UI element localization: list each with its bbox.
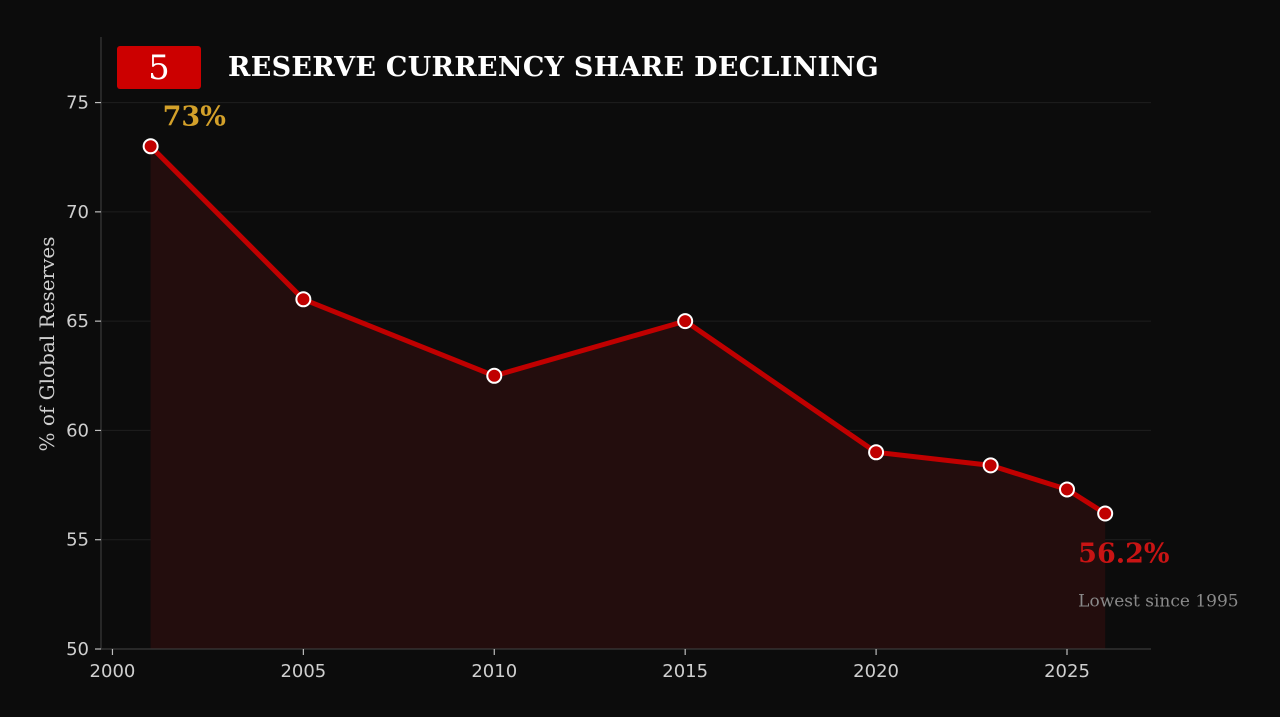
data-point-2010 (486, 367, 503, 384)
y-ticks: 50 55 60 65 70 75 (66, 93, 101, 660)
x-tick-label-2020: 2020 (853, 661, 899, 682)
y-axis-label: % of Global Reserves (35, 236, 59, 451)
x-tick-label-2025: 2025 (1044, 661, 1090, 682)
series-line (148, 143, 1108, 516)
data-point-2001 (142, 138, 159, 155)
chart-title: RESERVE CURRENCY SHARE DECLINING (228, 52, 879, 83)
x-tick-label-2015: 2015 (662, 661, 708, 682)
data-point-2020 (868, 444, 885, 461)
start-annotation: 73% (163, 101, 226, 132)
y-tick-label-55: 55 (66, 530, 89, 551)
x-tick-label-2000: 2000 (90, 661, 136, 682)
end-annotation: 56.2% (1078, 538, 1169, 569)
x-ticks: 2000 2005 2010 2015 2020 2025 (90, 649, 1090, 682)
end-annotation-note: Lowest since 1995 (1078, 591, 1238, 611)
data-point-2015 (677, 313, 694, 330)
y-tick-label-70: 70 (66, 202, 89, 223)
data-point-2026 (1097, 505, 1114, 522)
y-tick-label-60: 60 (66, 420, 89, 441)
data-point-2023 (982, 457, 999, 474)
data-markers (142, 138, 1114, 522)
x-tick-label-2010: 2010 (471, 661, 517, 682)
badge-number: 5 (148, 48, 170, 88)
y-tick-label-50: 50 (66, 639, 89, 660)
area-fill (150, 146, 1106, 650)
data-point-2005 (295, 291, 312, 308)
badge (117, 46, 201, 89)
data-point-2025 (1059, 481, 1075, 498)
y-tick-label-65: 65 (66, 311, 89, 332)
y-tick-label-75: 75 (66, 93, 89, 114)
x-tick-label-2005: 2005 (280, 661, 326, 682)
